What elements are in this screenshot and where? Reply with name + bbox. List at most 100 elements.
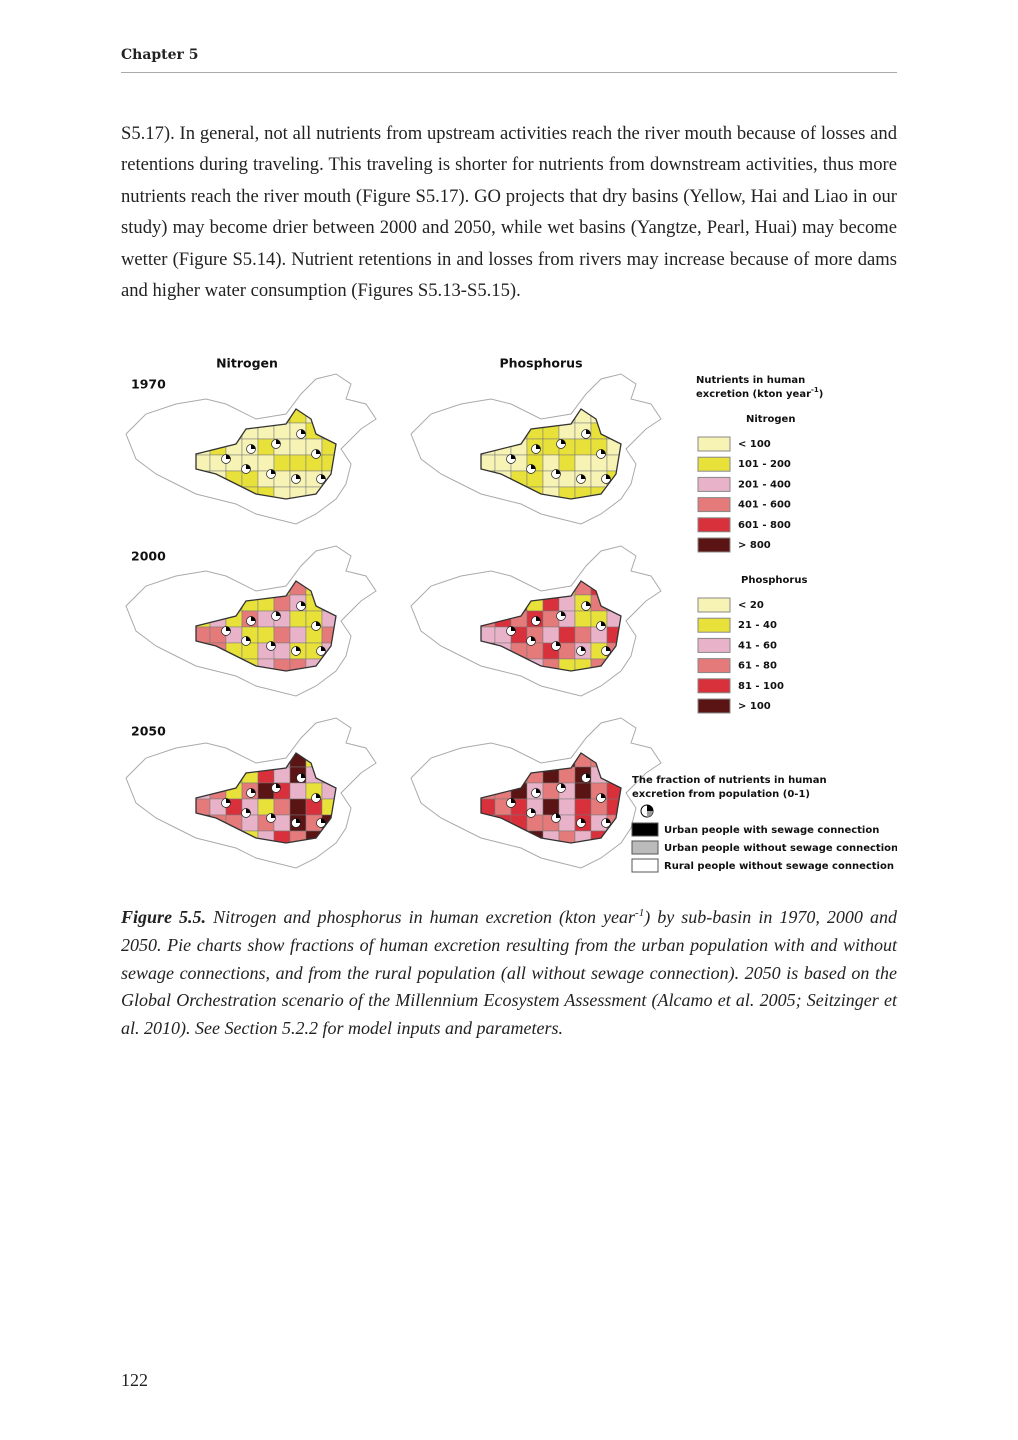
legend-swatch <box>697 678 731 694</box>
legend-swatch <box>697 497 731 513</box>
pie-slice <box>296 474 301 479</box>
basin-cell <box>257 782 275 800</box>
basin-cell <box>257 610 275 628</box>
legend-swatch <box>697 537 731 553</box>
basin-border <box>195 580 337 672</box>
pie-slice <box>246 808 251 813</box>
legend-label: 61 - 80 <box>738 661 777 672</box>
pie-slice <box>561 783 566 788</box>
legend-swatch <box>697 517 731 533</box>
pie-slice <box>251 788 256 793</box>
figure-caption: Figure 5.5. Nitrogen and phosphorus in h… <box>121 900 897 1043</box>
pie-slice <box>316 793 321 798</box>
pie-slice <box>531 636 536 641</box>
caption-text: Nitrogen and phosphorus in human excreti… <box>213 907 636 927</box>
legend-label: < 100 <box>738 439 771 450</box>
basin-cell <box>257 626 275 644</box>
basin-cell <box>289 438 307 456</box>
map <box>410 545 662 697</box>
pie-slice <box>536 788 541 793</box>
legend-label: 101 - 200 <box>738 459 791 470</box>
pie-slice <box>301 773 306 778</box>
page-number: 122 <box>121 1370 148 1390</box>
legend-label: Urban people without sewage connection <box>664 843 897 854</box>
legend-swatch <box>697 698 731 714</box>
pie-slice <box>276 783 281 788</box>
header-rule <box>121 72 897 73</box>
legend-heading: Nitrogen <box>746 414 795 425</box>
legend-swatch <box>697 637 731 653</box>
basin-cell <box>273 642 291 660</box>
pie-slice <box>226 454 231 459</box>
pie-slice <box>531 464 536 469</box>
legend-label: > 100 <box>738 701 771 712</box>
caption-label: Figure 5.5. <box>121 907 207 927</box>
basin-cell <box>273 626 291 644</box>
pie-slice <box>581 646 586 651</box>
basin-cell <box>289 454 307 472</box>
legend-title: Nutrients in human <box>696 375 805 386</box>
pie-slice <box>246 636 251 641</box>
pie-slice <box>511 454 516 459</box>
legend-label: < 20 <box>738 600 764 611</box>
row-label: 1970 <box>131 377 166 392</box>
pie-slice <box>601 449 606 454</box>
legend-label: Urban people with sewage connection <box>664 825 879 836</box>
pie-icon <box>640 804 654 818</box>
basin-cell <box>574 438 592 456</box>
pie-slice <box>561 439 566 444</box>
column-label: Nitrogen <box>216 356 278 371</box>
pie-slice <box>271 469 276 474</box>
caption-text: ) by sub-basin in 1970, 2000 and 2050. P… <box>121 907 897 1039</box>
pie-slice <box>321 818 326 823</box>
figure: Nitrogen Phosphorus 1970 2000 2050 Nutri… <box>125 356 897 873</box>
basin-cell <box>558 626 576 644</box>
basin-cell <box>289 798 307 816</box>
basin-cell <box>273 454 291 472</box>
legend-swatch <box>697 436 731 452</box>
basin-cell <box>558 454 576 472</box>
pie-slice <box>531 808 536 813</box>
pie-slice <box>226 798 231 803</box>
pie-slice <box>536 616 541 621</box>
legend-label: 401 - 600 <box>738 500 791 511</box>
legend-title: The fraction of nutrients in human <box>632 775 827 786</box>
basin-cell <box>542 782 560 800</box>
pie-slice <box>316 621 321 626</box>
legend-label: 201 - 400 <box>738 479 791 490</box>
pie-slice <box>581 474 586 479</box>
basin-cell <box>257 438 275 456</box>
pie-slice <box>246 464 251 469</box>
basin-cell <box>574 454 592 472</box>
pie-slice <box>296 818 301 823</box>
basin-border <box>480 408 622 500</box>
basin-cell <box>289 610 307 628</box>
basin-cell <box>542 438 560 456</box>
pie-slice <box>321 474 326 479</box>
basin-cell <box>257 454 275 472</box>
pie-slice <box>586 429 591 434</box>
basin-cell <box>558 470 576 488</box>
basin-cell <box>574 610 592 628</box>
legend-label: 41 - 60 <box>738 640 777 651</box>
pie-slice <box>581 818 586 823</box>
pie-slice <box>556 469 561 474</box>
basin-border <box>195 408 337 500</box>
row-label: 2000 <box>131 549 166 564</box>
legend-label: 601 - 800 <box>738 520 791 531</box>
pie-slice <box>606 474 611 479</box>
pie-slice <box>276 611 281 616</box>
pie-slice <box>296 646 301 651</box>
basin-cell <box>289 782 307 800</box>
legend-label: Rural people without sewage connection <box>664 861 894 872</box>
basin-border <box>195 752 337 844</box>
pie-slice <box>561 611 566 616</box>
pie-slice <box>251 616 256 621</box>
basin-cell <box>273 814 291 832</box>
basin-cell <box>558 814 576 832</box>
chapter-header: Chapter 5 <box>121 47 199 63</box>
legend-label: > 800 <box>738 540 771 551</box>
legend-title: excretion (kton year-1) <box>696 386 823 400</box>
map <box>125 545 377 697</box>
basin-cell <box>289 626 307 644</box>
